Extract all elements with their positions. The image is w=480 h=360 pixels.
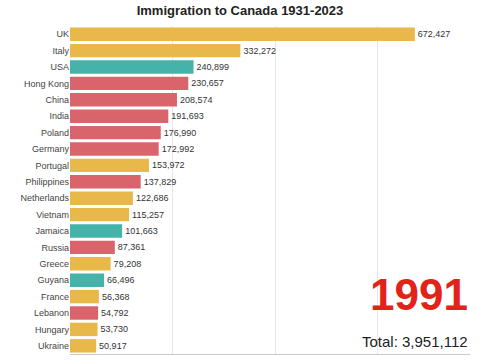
svg-text:79,208: 79,208 xyxy=(114,259,142,269)
svg-text:Lebanon: Lebanon xyxy=(34,308,69,318)
svg-text:China: China xyxy=(45,95,69,105)
svg-text:Italy: Italy xyxy=(52,46,69,56)
svg-text:Ukraine: Ukraine xyxy=(38,341,69,351)
svg-text:Portugal: Portugal xyxy=(35,161,69,171)
svg-text:66,496: 66,496 xyxy=(107,275,135,285)
svg-text:672,427: 672,427 xyxy=(418,29,451,39)
svg-text:172,992: 172,992 xyxy=(162,144,195,154)
svg-text:191,693: 191,693 xyxy=(171,111,204,121)
svg-text:Poland: Poland xyxy=(41,128,69,138)
svg-text:Greece: Greece xyxy=(39,259,69,269)
svg-text:USA: USA xyxy=(50,62,69,72)
svg-text:56,368: 56,368 xyxy=(102,292,130,302)
svg-text:240,899: 240,899 xyxy=(197,62,230,72)
svg-text:Russia: Russia xyxy=(41,243,69,253)
svg-text:Immigration to Canada 1931-202: Immigration to Canada 1931-2023 xyxy=(137,3,344,18)
svg-text:176,990: 176,990 xyxy=(164,128,197,138)
svg-text:230,657: 230,657 xyxy=(191,78,224,88)
svg-text:153,972: 153,972 xyxy=(152,160,185,170)
svg-text:115,257: 115,257 xyxy=(132,210,164,220)
svg-text:France: France xyxy=(41,292,69,302)
svg-text:Jamaica: Jamaica xyxy=(35,226,69,236)
svg-text:Vietnam: Vietnam xyxy=(36,210,69,220)
svg-text:India: India xyxy=(49,111,69,121)
svg-text:1991: 1991 xyxy=(370,270,468,319)
svg-text:122,686: 122,686 xyxy=(136,193,169,203)
svg-text:87,361: 87,361 xyxy=(118,242,146,252)
svg-text:53,730: 53,730 xyxy=(101,324,129,334)
svg-text:50,917: 50,917 xyxy=(99,341,127,351)
svg-text:332,272: 332,272 xyxy=(243,46,276,56)
svg-text:Philippines: Philippines xyxy=(25,177,69,187)
svg-text:101,663: 101,663 xyxy=(125,226,158,236)
svg-text:Guyana: Guyana xyxy=(37,275,69,285)
svg-text:Hong Kong: Hong Kong xyxy=(24,79,69,89)
svg-text:UK: UK xyxy=(56,29,69,39)
svg-text:Hungary: Hungary xyxy=(35,325,70,335)
svg-text:Total: 3,951,112: Total: 3,951,112 xyxy=(362,333,468,350)
svg-text:Germany: Germany xyxy=(32,144,70,154)
svg-text:54,792: 54,792 xyxy=(101,308,129,318)
svg-text:Netherlands: Netherlands xyxy=(20,193,69,203)
svg-text:137,829: 137,829 xyxy=(144,177,177,187)
svg-text:208,574: 208,574 xyxy=(180,95,213,105)
